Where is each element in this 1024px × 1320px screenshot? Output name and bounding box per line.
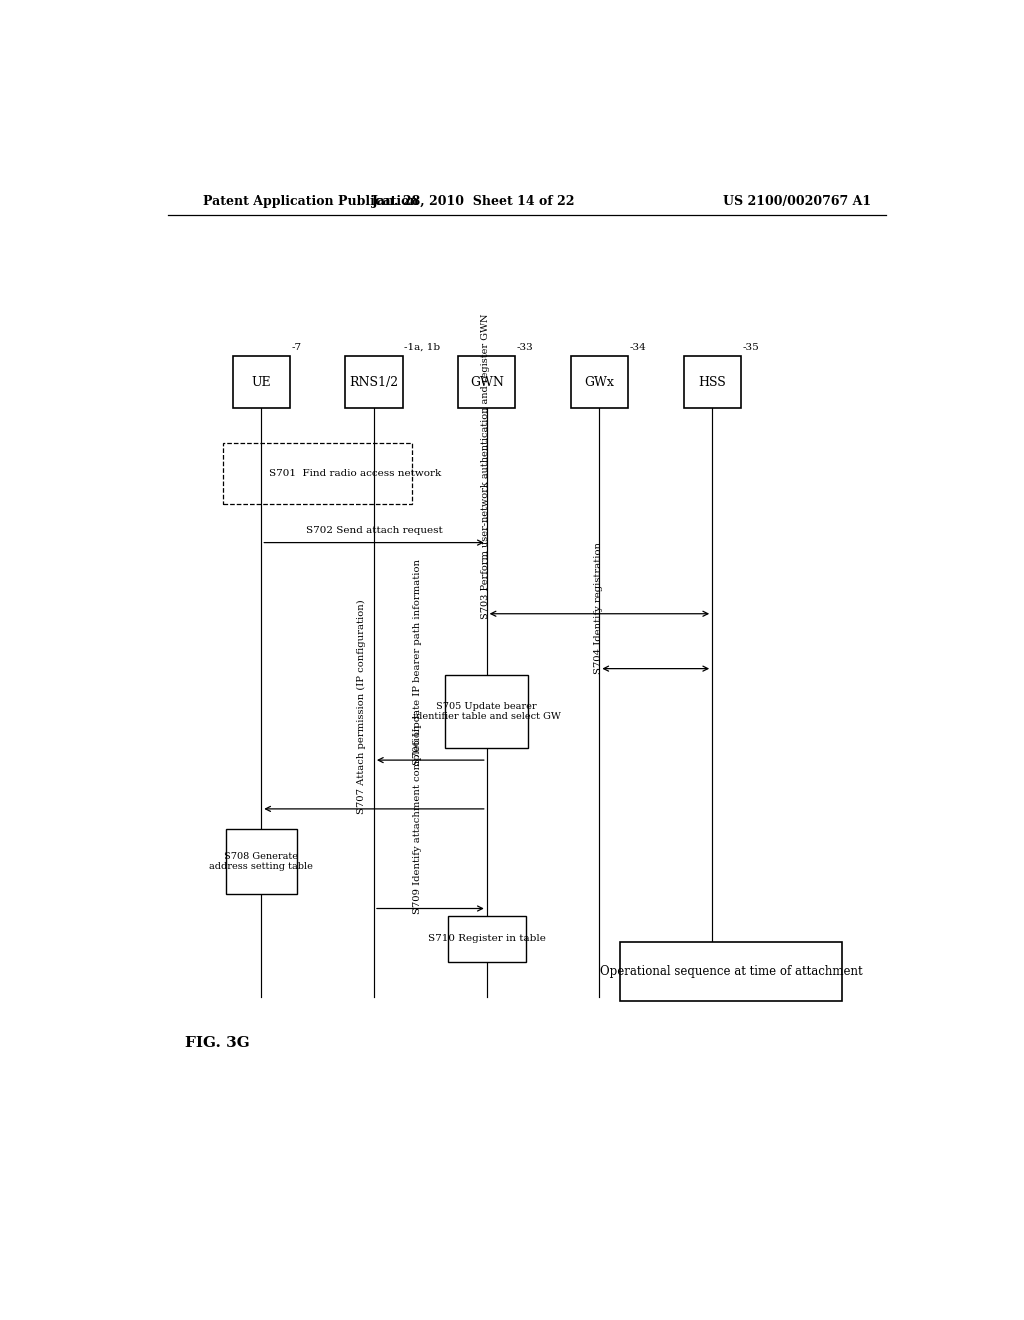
Text: -35: -35 — [742, 342, 759, 351]
Text: S707 Attach permission (IP configuration): S707 Attach permission (IP configuration… — [357, 599, 367, 814]
FancyBboxPatch shape — [447, 916, 525, 962]
FancyBboxPatch shape — [570, 355, 628, 408]
FancyBboxPatch shape — [345, 355, 402, 408]
Text: Operational sequence at time of attachment: Operational sequence at time of attachme… — [600, 965, 862, 978]
Text: S709 Identify attachment completion: S709 Identify attachment completion — [414, 725, 423, 913]
FancyBboxPatch shape — [225, 829, 297, 894]
Text: Patent Application Publication: Patent Application Publication — [204, 194, 419, 207]
Text: S705 Update bearer
identifier table and select GW: S705 Update bearer identifier table and … — [413, 702, 561, 721]
Text: Jan. 28, 2010  Sheet 14 of 22: Jan. 28, 2010 Sheet 14 of 22 — [372, 194, 574, 207]
FancyBboxPatch shape — [232, 355, 290, 408]
Text: S703 Perform user-network authentication and register GWN: S703 Perform user-network authentication… — [481, 313, 489, 619]
Text: -7: -7 — [292, 342, 302, 351]
FancyBboxPatch shape — [458, 355, 515, 408]
Text: S701  Find radio access network: S701 Find radio access network — [269, 469, 441, 478]
FancyBboxPatch shape — [445, 675, 528, 748]
Text: S706 Update IP bearer path information: S706 Update IP bearer path information — [414, 560, 423, 766]
Text: -33: -33 — [517, 342, 534, 351]
Text: FIG. 3G: FIG. 3G — [185, 1036, 250, 1049]
FancyBboxPatch shape — [684, 355, 740, 408]
Text: RNS1/2: RNS1/2 — [349, 375, 398, 388]
Text: S708 Generate
address setting table: S708 Generate address setting table — [209, 851, 313, 871]
Text: HSS: HSS — [698, 375, 726, 388]
Text: -34: -34 — [630, 342, 646, 351]
Text: S704 Identify registration: S704 Identify registration — [594, 541, 602, 673]
Text: -1a, 1b: -1a, 1b — [404, 342, 440, 351]
Text: GWN: GWN — [470, 375, 504, 388]
Text: US 2100/0020767 A1: US 2100/0020767 A1 — [723, 194, 871, 207]
Text: S702 Send attach request: S702 Send attach request — [305, 527, 442, 536]
FancyBboxPatch shape — [620, 942, 842, 1001]
Text: GWx: GWx — [585, 375, 614, 388]
Text: UE: UE — [252, 375, 271, 388]
Text: S710 Register in table: S710 Register in table — [428, 935, 546, 944]
